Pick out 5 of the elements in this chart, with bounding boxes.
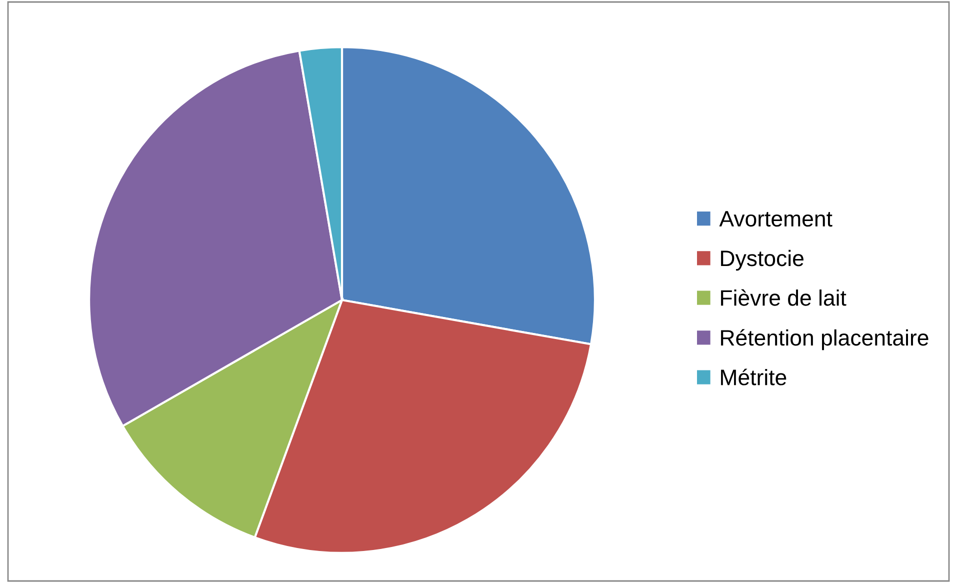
legend-label: Métrite [721,368,786,386]
legend-label: Dystocie [721,250,804,271]
legend-label: Rétention placentaire [721,329,928,350]
legend-label: Avortement [719,211,832,227]
legend-label: Fièvre de lait [721,289,846,306]
